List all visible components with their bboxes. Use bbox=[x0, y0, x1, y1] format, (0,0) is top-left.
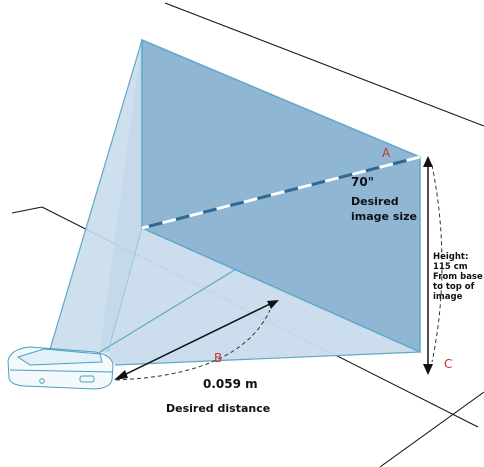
projector-top-panel bbox=[16, 348, 103, 366]
beam-edge-top-left bbox=[47, 39, 143, 357]
projector-seam bbox=[9, 369, 113, 373]
height-arrow-bottom bbox=[423, 364, 433, 375]
distance-arrow-end bbox=[267, 300, 279, 309]
screen-diagonal-dash-light bbox=[141, 155, 421, 230]
image-size-caption-line1: Desired bbox=[351, 195, 399, 208]
distance-arrow-line bbox=[119, 301, 275, 378]
floor-right-edge bbox=[379, 391, 484, 467]
height-dimension bbox=[423, 156, 443, 375]
distance-caption: Desired distance bbox=[166, 402, 270, 415]
distance-dimension bbox=[114, 300, 279, 381]
projector-button bbox=[39, 378, 45, 384]
floor-back-edge bbox=[11, 206, 43, 214]
height-label-line1: Height: bbox=[433, 252, 468, 262]
point-c-label: C bbox=[444, 357, 452, 371]
height-label-line2: 115 cm bbox=[433, 262, 468, 272]
point-a-label: A bbox=[382, 146, 391, 160]
point-b-label: B bbox=[214, 351, 222, 365]
image-size-caption-line2: image size bbox=[351, 210, 417, 223]
image-size-value: 70" bbox=[351, 175, 374, 189]
projected-screen bbox=[141, 38, 421, 354]
distance-arrow-start bbox=[114, 370, 128, 380]
projector-vent bbox=[79, 375, 95, 383]
beam-edge-bottom-right bbox=[114, 351, 421, 366]
projector-icon bbox=[7, 346, 114, 390]
height-arrow-top bbox=[423, 156, 433, 167]
height-label-line5: image bbox=[433, 292, 463, 302]
distance-value: 0.059 m bbox=[203, 377, 258, 391]
height-label-line4: to top of bbox=[433, 282, 475, 292]
height-dashed-arc bbox=[431, 164, 443, 363]
height-label-line3: From base bbox=[433, 272, 483, 282]
wall-top-edge bbox=[164, 2, 484, 127]
distance-dashed-arc bbox=[115, 309, 271, 381]
beam-edge-bottom-left bbox=[107, 227, 143, 353]
